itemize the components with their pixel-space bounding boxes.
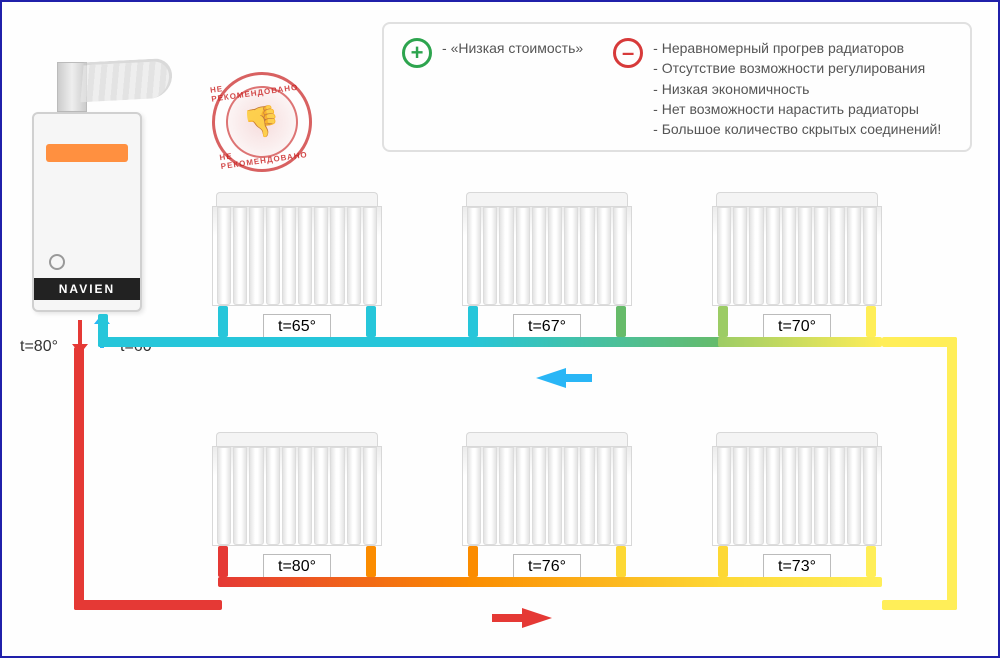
pipe-riser (218, 306, 228, 337)
plus-icon: + (402, 38, 432, 68)
boiler-flue-pipe (80, 58, 173, 103)
pipe-riser (366, 546, 376, 577)
supply-arrow-icon (74, 320, 86, 348)
con-item: Большое количество скрытых соединений! (653, 119, 941, 139)
pipe-riser (866, 306, 876, 337)
pipe-riser (866, 546, 876, 577)
pipe-segment (718, 577, 882, 587)
con-item: Неравномерный прогрев радиаторов (653, 38, 941, 58)
radiator: t=80° (212, 432, 382, 550)
pipe-segment (468, 337, 722, 347)
pipe-bottom-right-connector (882, 600, 957, 610)
diagram-frame: NAVIEN НЕ РЕКОМЕНДОВАНО 👎 НЕ РЕКОМЕНДОВА… (0, 0, 1000, 658)
pipe-riser (616, 546, 626, 577)
radiator: t=73° (712, 432, 882, 550)
radiator: t=67° (462, 192, 632, 310)
pipe-segment (718, 337, 882, 347)
radiator: t=76° (462, 432, 632, 550)
not-recommended-stamp: НЕ РЕКОМЕНДОВАНО 👎 НЕ РЕКОМЕНДОВАНО (206, 66, 319, 179)
pipe-segment (218, 337, 472, 347)
boiler-display (46, 144, 128, 162)
pro-item: «Низкая стоимость» (442, 38, 583, 58)
pipe-riser (718, 306, 728, 337)
cons-list: Неравномерный прогрев радиаторов Отсутст… (653, 38, 941, 136)
boiler-knob (49, 254, 65, 270)
pipe-right-vertical (947, 337, 957, 610)
pipe-return-lead (98, 337, 222, 347)
pipe-riser (468, 546, 478, 577)
boiler: NAVIEN (32, 112, 142, 312)
radiator: t=65° (212, 192, 382, 310)
minus-icon: – (613, 38, 643, 68)
con-item: Отсутствие возможности регулирования (653, 58, 941, 78)
pipe-segment (468, 577, 722, 587)
pipe-segment (218, 577, 472, 587)
cons-column: – Неравномерный прогрев радиаторов Отсут… (613, 38, 941, 136)
pipe-top-right-connector (882, 337, 957, 347)
pros-cons-box: + «Низкая стоимость» – Неравномерный про… (382, 22, 972, 152)
pipe-riser (718, 546, 728, 577)
boiler-brand: NAVIEN (34, 278, 140, 300)
pros-list: «Низкая стоимость» (442, 38, 583, 136)
pipe-supply-vertical (74, 347, 84, 610)
con-item: Низкая экономичность (653, 79, 941, 99)
pipe-riser (366, 306, 376, 337)
pipe-supply-lead (74, 600, 222, 610)
pipe-riser (218, 546, 228, 577)
pipe-return-up (98, 314, 108, 347)
pros-column: + «Низкая стоимость» (402, 38, 583, 136)
pipe-riser (616, 306, 626, 337)
supply-temp-label: t=80° (20, 338, 58, 356)
con-item: Нет возможности нарастить радиаторы (653, 99, 941, 119)
pipe-riser (468, 306, 478, 337)
radiator: t=70° (712, 192, 882, 310)
